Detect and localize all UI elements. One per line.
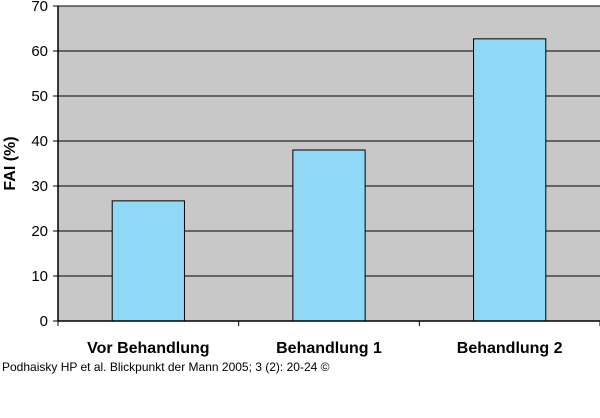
bar-vor-behandlung [111, 200, 185, 322]
y-tick-label: 10 [31, 268, 48, 285]
y-tick-label: 30 [31, 178, 48, 195]
x-tick-label: Behandlung 2 [457, 340, 563, 357]
y-tick-label: 40 [31, 133, 48, 150]
y-axis-title: FAI (%) [2, 136, 19, 190]
bar-behandlung-1 [292, 149, 366, 322]
y-tick-label: 0 [40, 313, 48, 330]
bar-chart: 0 10 20 30 40 50 60 70 Vor Behandlung Behandlung… [2, 0, 600, 357]
y-tick-label: 70 [31, 0, 48, 15]
x-tick-label: Vor Behandlung [87, 340, 209, 357]
bar-behandlung-2 [473, 38, 547, 322]
y-tick-label: 60 [31, 43, 48, 60]
x-tick-label: Behandlung 1 [276, 340, 382, 357]
axes [53, 5, 600, 326]
y-tick-labels: 0 10 20 30 40 50 60 70 [31, 0, 48, 330]
citation-text: Podhaisky HP et al. Blickpunkt der Mann … [2, 360, 330, 374]
y-tick-label: 20 [31, 223, 48, 240]
x-tick-labels: Vor Behandlung Behandlung 1 Behandlung 2 [87, 340, 563, 357]
y-tick-label: 50 [31, 88, 48, 105]
